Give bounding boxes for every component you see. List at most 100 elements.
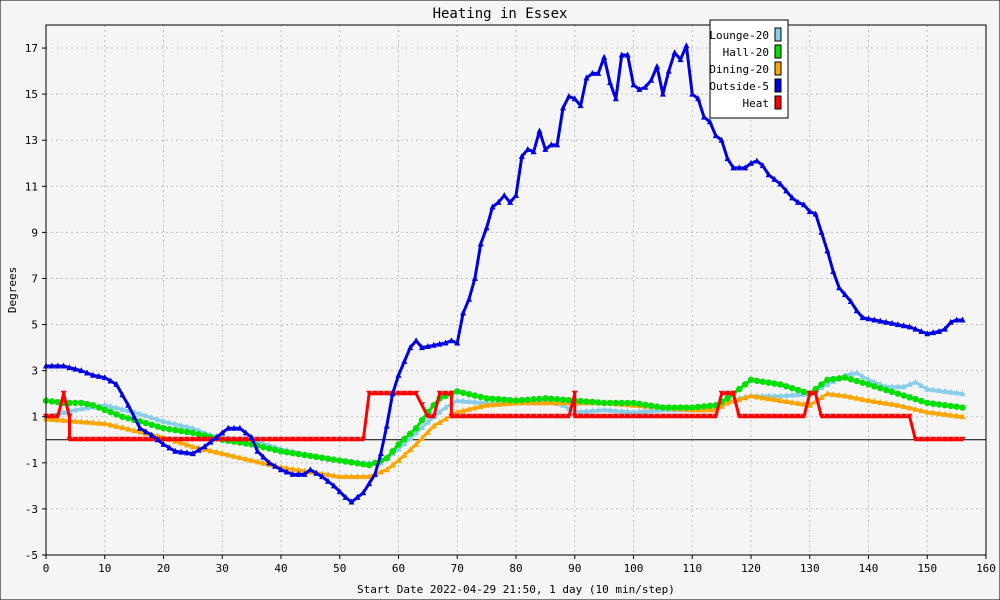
x-axis-ticks: 0 10 20 30 40 50 60 70 80 90 100 110 120 130 140 150 160 bbox=[43, 555, 996, 575]
data-point bbox=[336, 473, 343, 480]
data-point bbox=[383, 455, 390, 462]
data-point bbox=[189, 443, 196, 450]
data-point bbox=[119, 413, 126, 420]
data-point bbox=[489, 401, 496, 408]
data-point bbox=[466, 398, 472, 405]
data-point bbox=[195, 446, 202, 453]
data-point bbox=[706, 402, 714, 409]
data-point bbox=[178, 421, 185, 428]
data-point bbox=[354, 493, 361, 500]
data-point bbox=[90, 436, 96, 442]
data-point bbox=[912, 325, 919, 332]
data-point bbox=[818, 228, 825, 235]
data-point bbox=[671, 404, 678, 411]
data-point bbox=[636, 400, 643, 408]
data-point bbox=[448, 413, 455, 419]
data-point bbox=[189, 429, 197, 437]
data-point bbox=[289, 470, 296, 477]
data-point bbox=[577, 397, 584, 405]
data-point bbox=[172, 436, 179, 442]
data-point bbox=[113, 404, 120, 411]
data-point bbox=[889, 413, 895, 419]
data-point bbox=[436, 340, 443, 347]
data-point bbox=[665, 404, 672, 411]
data-point bbox=[830, 268, 837, 275]
data-point bbox=[219, 436, 226, 442]
data-point bbox=[383, 390, 390, 396]
data-point bbox=[941, 387, 948, 394]
data-point bbox=[560, 104, 566, 111]
data-point bbox=[465, 390, 473, 398]
data-point bbox=[219, 450, 226, 457]
data-point bbox=[201, 436, 208, 442]
data-point bbox=[160, 417, 167, 424]
data-point bbox=[941, 402, 949, 409]
data-point bbox=[571, 95, 578, 102]
data-point bbox=[78, 405, 85, 412]
data-point bbox=[612, 407, 619, 414]
data-point bbox=[783, 187, 790, 194]
data-point bbox=[612, 95, 619, 102]
x-tick-label: 90 bbox=[568, 562, 581, 575]
data-point bbox=[360, 436, 367, 442]
data-point bbox=[442, 339, 449, 346]
data-point bbox=[289, 465, 296, 472]
data-point bbox=[847, 376, 855, 383]
data-point bbox=[712, 413, 719, 419]
data-point bbox=[830, 375, 837, 383]
data-point bbox=[231, 452, 237, 459]
data-point bbox=[924, 385, 931, 392]
data-point bbox=[289, 436, 296, 442]
data-point bbox=[101, 436, 108, 442]
data-point bbox=[748, 392, 754, 399]
data-point bbox=[947, 318, 954, 325]
data-point bbox=[953, 436, 960, 442]
data-point bbox=[60, 390, 67, 396]
x-tick-label: 10 bbox=[98, 562, 111, 575]
data-point bbox=[701, 413, 707, 419]
data-point bbox=[360, 489, 367, 496]
data-point bbox=[477, 240, 484, 247]
data-point bbox=[166, 419, 173, 426]
data-point bbox=[78, 418, 85, 425]
data-point bbox=[877, 413, 884, 419]
data-point bbox=[789, 398, 796, 405]
data-point bbox=[595, 413, 602, 419]
data-point bbox=[624, 51, 631, 58]
data-point bbox=[325, 477, 331, 484]
data-point bbox=[859, 314, 866, 321]
data-point bbox=[477, 393, 484, 401]
data-point bbox=[953, 389, 960, 396]
data-point bbox=[89, 402, 97, 409]
data-point bbox=[847, 393, 854, 400]
data-point bbox=[419, 423, 425, 430]
data-point bbox=[471, 392, 479, 399]
data-point bbox=[66, 364, 73, 371]
data-point bbox=[248, 457, 255, 464]
data-point bbox=[548, 399, 555, 406]
data-point bbox=[771, 413, 778, 419]
data-point bbox=[283, 468, 290, 475]
data-point bbox=[542, 145, 549, 152]
data-point bbox=[125, 415, 132, 422]
data-point bbox=[912, 378, 919, 385]
data-point bbox=[54, 416, 61, 423]
data-point bbox=[513, 413, 519, 419]
y-tick-label: 15 bbox=[25, 88, 38, 101]
data-point bbox=[806, 208, 813, 215]
data-point bbox=[724, 399, 731, 406]
legend-label-heat: Heat bbox=[743, 97, 770, 110]
y-tick-label: -1 bbox=[25, 457, 38, 470]
data-point bbox=[213, 448, 220, 455]
data-point bbox=[959, 316, 966, 323]
data-point bbox=[595, 406, 602, 413]
data-point bbox=[125, 425, 132, 432]
data-point bbox=[777, 392, 784, 399]
data-point bbox=[624, 413, 631, 419]
data-point bbox=[683, 404, 690, 411]
y-axis-label: Degrees bbox=[6, 267, 19, 313]
data-point bbox=[236, 454, 243, 461]
data-point bbox=[912, 396, 919, 403]
data-point bbox=[477, 398, 484, 405]
